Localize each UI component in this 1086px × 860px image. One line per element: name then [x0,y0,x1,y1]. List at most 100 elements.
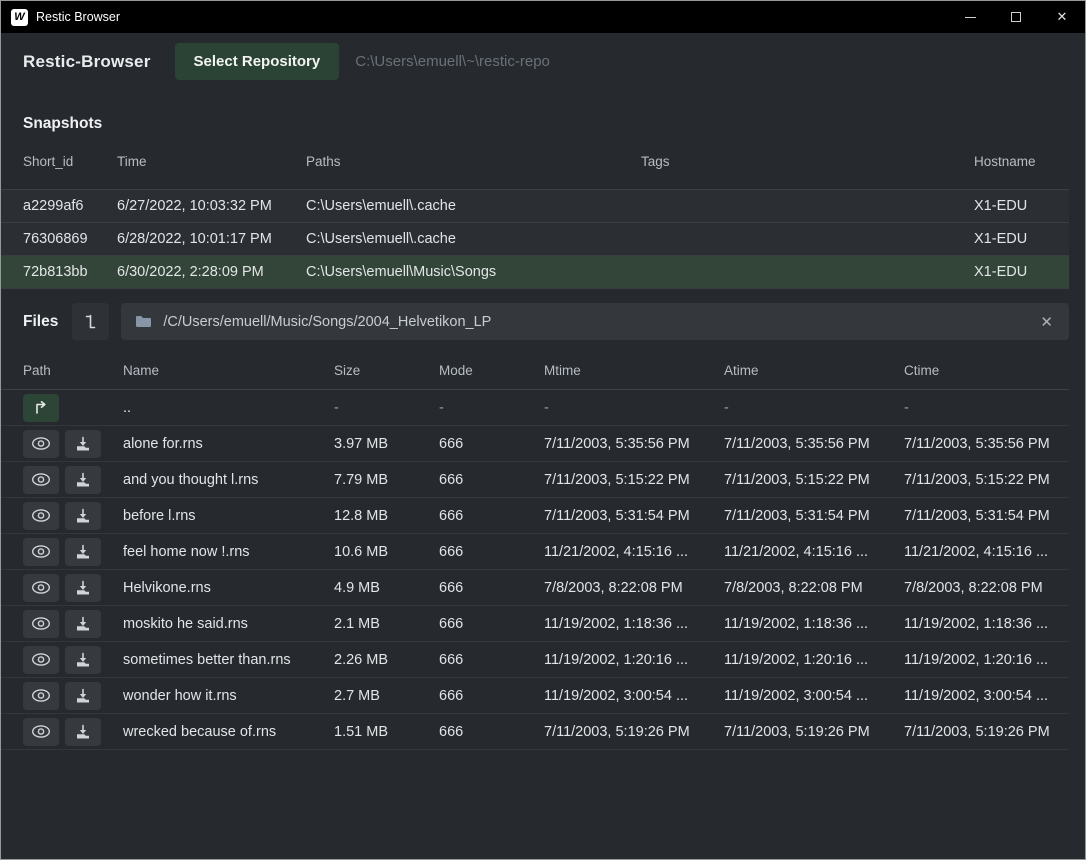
file-size: 2.7 MB [334,688,439,704]
preview-file-button[interactable] [23,646,59,674]
snapshot-row-selected[interactable]: 72b813bb 6/30/2022, 2:28:09 PM C:\Users\… [1,256,1069,289]
file-ctime: - [904,400,1069,416]
file-mode: 666 [439,436,544,452]
file-mtime: 7/11/2003, 5:19:26 PM [544,724,724,740]
column-ctime: Ctime [904,363,1069,378]
column-atime: Atime [724,363,904,378]
preview-file-button[interactable] [23,718,59,746]
download-icon [75,724,91,740]
download-icon [75,688,91,704]
column-path: Path [23,363,123,378]
file-row[interactable]: wrecked because of.rns 1.51 MB 666 7/11/… [1,714,1069,750]
download-icon [75,580,91,596]
maximize-button[interactable] [993,1,1039,33]
file-mtime: 11/21/2002, 4:15:16 ... [544,544,724,560]
folder-icon [135,314,152,329]
column-mode: Mode [439,363,544,378]
download-file-button[interactable] [65,538,101,566]
minimize-button[interactable] [947,1,993,33]
snapshot-short-id: 76306869 [23,231,117,247]
download-file-button[interactable] [65,502,101,530]
file-atime: 7/11/2003, 5:31:54 PM [724,508,904,524]
file-atime: 11/19/2002, 3:00:54 ... [724,688,904,704]
app-logo-icon: W [11,9,28,26]
preview-file-button[interactable] [23,502,59,530]
file-row[interactable]: alone for.rns 3.97 MB 666 7/11/2003, 5:3… [1,426,1069,462]
column-mtime: Mtime [544,363,724,378]
download-file-button[interactable] [65,430,101,458]
snapshot-short-id: 72b813bb [23,264,117,280]
file-ctime: 7/11/2003, 5:31:54 PM [904,508,1069,524]
download-file-button[interactable] [65,682,101,710]
close-path-icon: ✕ [1040,314,1053,331]
snapshot-short-id: a2299af6 [23,198,117,214]
file-size: 3.97 MB [334,436,439,452]
file-size: 2.1 MB [334,616,439,632]
preview-file-button[interactable] [23,466,59,494]
file-row[interactable]: wonder how it.rns 2.7 MB 666 11/19/2002,… [1,678,1069,714]
file-row[interactable]: Helvikone.rns 4.9 MB 666 7/8/2003, 8:22:… [1,570,1069,606]
up-right-arrow-icon [33,400,49,415]
column-paths: Paths [306,154,641,169]
download-file-button[interactable] [65,574,101,602]
file-atime: 7/8/2003, 8:22:08 PM [724,580,904,596]
snapshot-row[interactable]: 76306869 6/28/2022, 10:01:17 PM C:\Users… [1,223,1069,256]
files-table-header: Path Name Size Mode Mtime Atime Ctime [1,351,1069,390]
file-path-bar[interactable]: /C/Users/emuell/Music/Songs/2004_Helveti… [121,303,1069,340]
snapshot-paths: C:\Users\emuell\.cache [306,231,641,247]
file-mtime: - [544,400,724,416]
download-file-button[interactable] [65,718,101,746]
file-mtime: 11/19/2002, 1:20:16 ... [544,652,724,668]
clear-path-button[interactable]: ✕ [1038,313,1055,331]
preview-file-button[interactable] [23,682,59,710]
file-atime: - [724,400,904,416]
file-atime: 11/19/2002, 1:20:16 ... [724,652,904,668]
file-atime: 7/11/2003, 5:15:22 PM [724,472,904,488]
file-mode: 666 [439,652,544,668]
l-glyph-icon [83,312,98,331]
eye-icon [31,472,51,487]
file-row[interactable]: sometimes better than.rns 2.26 MB 666 11… [1,642,1069,678]
download-file-button[interactable] [65,466,101,494]
file-ctime: 7/11/2003, 5:19:26 PM [904,724,1069,740]
download-file-button[interactable] [65,610,101,638]
file-size: 12.8 MB [334,508,439,524]
file-row[interactable]: feel home now !.rns 10.6 MB 666 11/21/20… [1,534,1069,570]
eye-icon [31,544,51,559]
snapshot-hostname: X1-EDU [974,264,1069,280]
download-file-button[interactable] [65,646,101,674]
file-mtime: 7/11/2003, 5:31:54 PM [544,508,724,524]
eye-icon [31,724,51,739]
snapshots-table-header: Short_id Time Paths Tags Hostname [1,133,1069,190]
file-size: 10.6 MB [334,544,439,560]
go-to-parent-button[interactable] [23,394,59,422]
select-repository-button[interactable]: Select Repository [175,43,340,80]
preview-file-button[interactable] [23,574,59,602]
file-size: 1.51 MB [334,724,439,740]
snapshot-paths: C:\Users\emuell\.cache [306,198,641,214]
file-name: feel home now !.rns [123,544,334,560]
snapshot-row[interactable]: a2299af6 6/27/2022, 10:03:32 PM C:\Users… [1,190,1069,223]
page-title: Restic-Browser [23,52,151,72]
file-row[interactable]: before l.rns 12.8 MB 666 7/11/2003, 5:31… [1,498,1069,534]
preview-file-button[interactable] [23,430,59,458]
close-button[interactable]: ✕ [1039,1,1085,33]
file-mtime: 11/19/2002, 3:00:54 ... [544,688,724,704]
file-ctime: 11/19/2002, 3:00:54 ... [904,688,1069,704]
column-hostname: Hostname [974,154,1069,169]
file-mode: 666 [439,508,544,524]
file-mtime: 7/11/2003, 5:35:56 PM [544,436,724,452]
preview-file-button[interactable] [23,610,59,638]
file-atime: 7/11/2003, 5:19:26 PM [724,724,904,740]
window-controls: ✕ [947,1,1085,33]
column-time: Time [117,154,306,169]
preview-file-button[interactable] [23,538,59,566]
file-mode: 666 [439,616,544,632]
files-toolbar-button[interactable] [72,303,109,340]
column-tags: Tags [641,154,974,169]
file-size: 2.26 MB [334,652,439,668]
file-row[interactable]: and you thought l.rns 7.79 MB 666 7/11/2… [1,462,1069,498]
file-size: - [334,400,439,416]
window-title: Restic Browser [36,10,120,24]
file-row[interactable]: moskito he said.rns 2.1 MB 666 11/19/200… [1,606,1069,642]
